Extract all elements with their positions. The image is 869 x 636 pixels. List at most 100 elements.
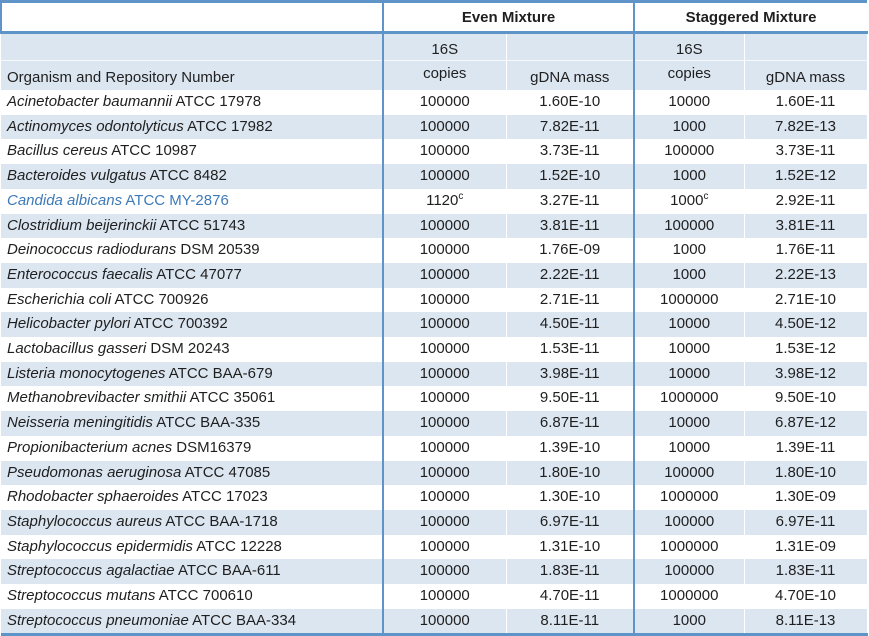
- staggered-16s-copies-cell: 100000: [633, 213, 745, 239]
- organism-cell: Rhodobacter sphaeroides ATCC 17023: [1, 485, 384, 510]
- organism-cell: Methanobrevibacter smithii ATCC 35061: [1, 386, 384, 412]
- even-gdna-mass-cell: 9.50E-11: [506, 386, 635, 412]
- even-gdna-mass-cell: 1.83E-11: [506, 559, 635, 585]
- organism-binomial: Rhodobacter sphaeroides: [7, 488, 179, 506]
- staggered-16s-copies-cell: 10000: [633, 435, 745, 461]
- table-row: Helicobacter pylori ATCC 700392 100000 4.5…: [1, 312, 868, 338]
- even-gdna-mass-cell: 8.11E-11: [506, 608, 635, 635]
- organism-binomial: Propionibacterium acnes: [7, 438, 173, 456]
- table-row: Staphylococcus aureus ATCC BAA-1718 10000…: [1, 509, 868, 535]
- staggered-16s-copies-header: 16S copies: [633, 32, 745, 90]
- even-16s-copies-cell: 100000: [382, 337, 507, 362]
- even-16s-copies-cell: 100000: [382, 312, 507, 338]
- table-row: Streptococcus mutans ATCC 700610 100000 4.…: [1, 584, 868, 609]
- organism-binomial: Bacillus cereus: [7, 142, 108, 160]
- table-row: Actinomyces odontolyticus ATCC 17982 1000…: [1, 114, 868, 140]
- staggered-gdna-mass-cell: 4.70E-10: [744, 584, 868, 609]
- organism-cell: Candida albicans ATCC MY-2876: [1, 188, 384, 214]
- staggered-16s-copies-cell: 1000: [633, 238, 745, 263]
- even-gdna-mass-cell: 4.70E-11: [506, 584, 635, 609]
- organism-strain: ATCC BAA-334: [188, 611, 297, 629]
- organism-strain: DSM 20539: [176, 241, 260, 259]
- organism-binomial: Bacteroides vulgatus: [7, 167, 147, 185]
- organism-binomial: Methanobrevibacter smithii: [7, 389, 187, 407]
- staggered-mixture-group-header: Staggered Mixture: [633, 1, 867, 34]
- table-row: Enterococcus faecalis ATCC 47077 100000 2.…: [1, 262, 868, 288]
- staggered-16s-copies-cell: 1000: [633, 262, 745, 288]
- staggered-gdna-mass-cell: 2.22E-13: [744, 262, 868, 288]
- organism-strain: ATCC 17982: [183, 117, 273, 135]
- organism-binomial: Streptococcus pneumoniae: [7, 611, 189, 629]
- even-16s-copies-cell: 100000: [382, 509, 507, 535]
- even-16s-copies-cell: 100000: [382, 608, 507, 635]
- table-row: Lactobacillus gasseri DSM 20243 100000 1.5…: [1, 337, 868, 362]
- even-16s-copies-cell: 100000: [382, 534, 507, 560]
- table-body: Acinetobacter baumannii ATCC 17978 100000…: [1, 90, 868, 635]
- staggered-gdna-mass-cell: 1.83E-11: [744, 559, 868, 585]
- organism-binomial: Deinococcus radiodurans: [7, 241, 177, 259]
- even-gdna-mass-cell: 4.50E-11: [506, 312, 635, 338]
- staggered-16s-copies-cell: 100000: [633, 139, 745, 165]
- staggered-16s-copies-cell: 100000: [633, 509, 745, 535]
- organism-binomial: Escherichia coli: [7, 290, 112, 308]
- staggered-16s-copies-cell: 1000000: [633, 534, 745, 560]
- even-16s-copies-cell: 100000: [382, 485, 507, 510]
- even-gdna-mass-cell: 1.76E-09: [506, 238, 635, 263]
- organism-strain: ATCC BAA-611: [174, 562, 281, 580]
- organism-binomial: Streptococcus mutans: [7, 587, 156, 605]
- staggered-16s-copies-cell: 10000: [633, 90, 745, 115]
- staggered-16s-copies-cell: 1000000: [633, 485, 745, 510]
- footnote-marker: c: [703, 190, 709, 202]
- even-gdna-mass-cell: 3.98E-11: [506, 361, 635, 387]
- even-gdna-mass-cell: 7.82E-11: [506, 114, 635, 140]
- staggered-gdna-mass-cell: 1.53E-12: [744, 337, 868, 362]
- organism-strain: ATCC 47077: [152, 265, 242, 283]
- even-16s-copies-header-line2: copies: [423, 65, 467, 82]
- staggered-gdna-mass-cell: 2.92E-11: [744, 188, 868, 214]
- organism-strain: ATCC 700610: [155, 587, 253, 605]
- even-16s-copies-cell: 100000: [382, 139, 507, 165]
- staggered-gdna-mass-cell: 3.73E-11: [744, 139, 868, 165]
- organism-strain: ATCC 51743: [156, 216, 246, 234]
- staggered-16s-copies-header-line2: copies: [667, 65, 711, 82]
- table-head: Even Mixture Staggered Mixture Organism …: [0, 1, 868, 90]
- even-16s-copies-cell: 100000: [382, 238, 507, 263]
- even-gdna-mass-cell: 3.27E-11: [506, 188, 635, 214]
- organism-cell: Neisseria meningitidis ATCC BAA-335: [1, 411, 384, 436]
- even-gdna-mass-cell: 1.53E-11: [506, 337, 635, 362]
- staggered-gdna-mass-cell: 9.50E-10: [744, 386, 868, 412]
- staggered-gdna-mass-cell: 1.52E-12: [744, 164, 868, 189]
- table-row: Methanobrevibacter smithii ATCC 35061 100…: [1, 386, 868, 412]
- even-gdna-mass-cell: 1.39E-10: [506, 435, 635, 461]
- even-gdna-mass-cell: 2.22E-11: [506, 262, 635, 288]
- organism-binomial: Pseudomonas aeruginosa: [7, 463, 182, 481]
- organism-binomial: Clostridium beijerinckii: [7, 216, 157, 234]
- table-row: Escherichia coli ATCC 700926 100000 2.71E-…: [1, 287, 868, 313]
- organism-header-spacer: [0, 1, 383, 34]
- even-gdna-mass-cell: 1.52E-10: [506, 164, 635, 189]
- staggered-16s-copies-cell: 1000: [633, 164, 745, 189]
- table-row: Rhodobacter sphaeroides ATCC 17023 100000…: [1, 485, 868, 510]
- even-gdna-mass-header: gDNA mass: [506, 32, 635, 90]
- staggered-16s-copies-cell: 10000: [633, 361, 745, 387]
- staggered-gdna-mass-cell: 6.97E-11: [744, 509, 868, 535]
- organism-strain: ATCC 17978: [172, 93, 262, 110]
- staggered-16s-copies-cell: 100000: [633, 460, 745, 486]
- organism-cell: Listeria monocytogenes ATCC BAA-679: [1, 361, 384, 387]
- organism-cell: Escherichia coli ATCC 700926: [1, 287, 384, 313]
- table-row: Bacteroides vulgatus ATCC 8482 100000 1.52…: [1, 164, 868, 189]
- even-gdna-mass-cell: 6.87E-11: [506, 411, 635, 436]
- table-row: Bacillus cereus ATCC 10987 100000 3.73E-11…: [1, 139, 868, 165]
- even-16s-copies-cell: 100000: [382, 584, 507, 609]
- staggered-16s-copies-cell: 1000c: [633, 188, 745, 214]
- staggered-16s-copies-cell: 1000000: [633, 386, 745, 412]
- even-16s-copies-cell: 100000: [382, 361, 507, 387]
- organism-cell: Acinetobacter baumannii ATCC 17978: [1, 90, 384, 115]
- organism-strain: ATCC 8482: [146, 167, 227, 185]
- organism-binomial: Staphylococcus aureus: [7, 512, 163, 530]
- staggered-gdna-mass-cell: 1.39E-11: [744, 435, 868, 461]
- organism-binomial: Enterococcus faecalis: [7, 265, 153, 283]
- organism-strain: ATCC MY-2876: [122, 191, 229, 209]
- even-16s-copies-cell: 100000: [382, 262, 507, 288]
